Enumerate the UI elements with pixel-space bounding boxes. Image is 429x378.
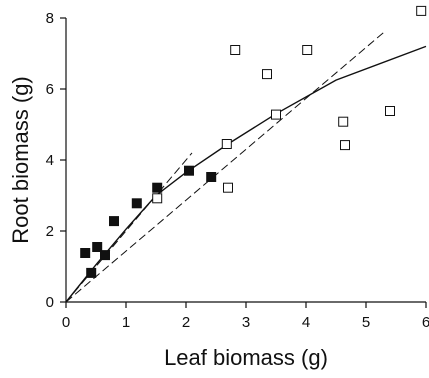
open-square-point: [262, 69, 272, 80]
y-tick-label: 8: [46, 10, 54, 27]
x-axis-label: Leaf biomass (g): [164, 345, 328, 370]
filled-square-point: [100, 250, 110, 261]
x-tick-label: 1: [122, 314, 130, 331]
open-square-point: [302, 45, 313, 55]
filled-square-point: [109, 216, 119, 227]
open-square-point: [271, 109, 281, 120]
open-square-point: [338, 116, 349, 127]
y-tick-label: 4: [46, 152, 54, 169]
data-points: [80, 5, 427, 278]
fit-lines: [65, 31, 427, 303]
filled-square-point: [80, 248, 91, 258]
x-tick-label: 4: [302, 314, 310, 331]
open-square-point: [230, 45, 241, 55]
x-tick-label: 0: [62, 314, 70, 331]
solid-fit-line: [65, 45, 427, 303]
open-square-point: [385, 106, 395, 116]
axis-ticks: 0 1 2 3 4 5 6 0 2 4 6 8: [46, 10, 429, 331]
dashed-reference-line: [65, 152, 193, 303]
filled-square-point: [92, 242, 103, 252]
y-axis-label: Root biomass (g): [8, 76, 33, 244]
y-tick-label: 6: [46, 81, 54, 98]
filled-square-point: [131, 198, 142, 209]
open-square-point: [416, 5, 427, 16]
x-tick-label: 3: [242, 314, 250, 331]
filled-square-point: [206, 172, 217, 182]
y-tick-label: 2: [46, 223, 54, 240]
open-square-point: [223, 182, 233, 193]
dashed-reference-line: [65, 31, 385, 303]
filled-square-point: [86, 267, 97, 278]
x-tick-label: 5: [362, 314, 370, 331]
y-tick-label: 0: [46, 294, 54, 311]
open-square-point: [221, 139, 232, 149]
filled-square-point: [184, 165, 194, 176]
open-square-point: [152, 193, 163, 204]
filled-square-point: [152, 182, 163, 193]
x-tick-label: 2: [182, 314, 190, 331]
open-square-point: [340, 140, 350, 151]
x-tick-label: 6: [422, 314, 429, 331]
